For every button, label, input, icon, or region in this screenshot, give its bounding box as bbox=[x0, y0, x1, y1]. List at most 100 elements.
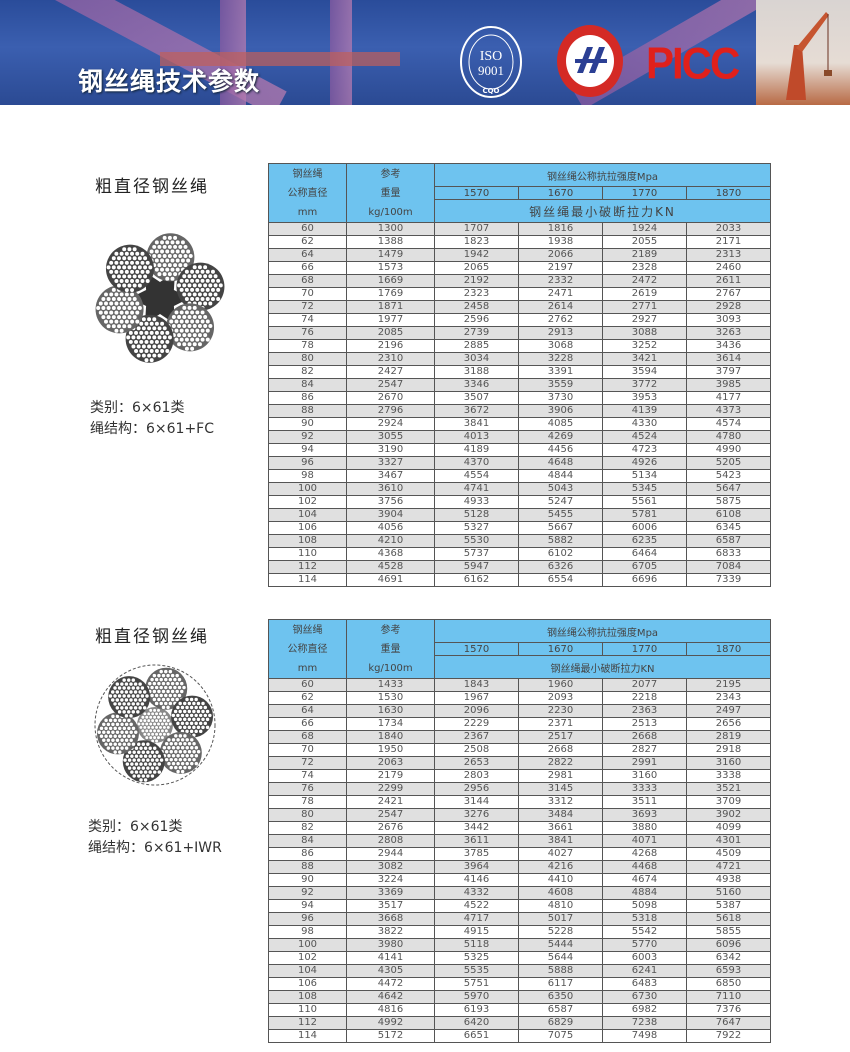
table-cell: 3088 bbox=[602, 326, 687, 340]
table-cell: 6326 bbox=[518, 560, 603, 574]
table-cell: 2063 bbox=[346, 756, 435, 770]
table-row: 74 1977 2596 2762 2927 3093 bbox=[268, 313, 771, 327]
table-row: 84 2808 3611 3841 4071 4301 bbox=[268, 834, 771, 848]
table-cell: 3263 bbox=[686, 326, 771, 340]
table-cell: 2944 bbox=[346, 847, 435, 861]
table-cell: 2819 bbox=[686, 730, 771, 744]
table-cell: 1734 bbox=[346, 717, 435, 731]
table-cell: 2924 bbox=[346, 417, 435, 431]
table-cell: 6235 bbox=[602, 534, 687, 548]
table-cell: 1573 bbox=[346, 261, 435, 275]
table-cell: 6982 bbox=[602, 1003, 687, 1017]
table-cell: 2367 bbox=[434, 730, 519, 744]
table-row: 70 1950 2508 2668 2827 2918 bbox=[268, 743, 771, 757]
table-row: 108 4210 5530 5882 6235 6587 bbox=[268, 534, 771, 548]
table-cell: 4926 bbox=[602, 456, 687, 470]
table-cell: 4410 bbox=[518, 873, 603, 887]
table-row: 68 1840 2367 2517 2668 2819 bbox=[268, 730, 771, 744]
table-cell: 5247 bbox=[518, 495, 603, 509]
table-row: 106 4056 5327 5667 6006 6345 bbox=[268, 521, 771, 535]
table-cell: 2619 bbox=[602, 287, 687, 301]
table-cell: 80 bbox=[268, 352, 347, 366]
table-cell: 3756 bbox=[346, 495, 435, 509]
grade-header: 1770 bbox=[602, 186, 687, 200]
table-cell: 72 bbox=[268, 756, 347, 770]
table-cell: 2096 bbox=[434, 704, 519, 718]
table-cell: 2668 bbox=[518, 743, 603, 757]
table-cell: 6162 bbox=[434, 573, 519, 587]
table-cell: 3964 bbox=[434, 860, 519, 874]
grade-header: 1870 bbox=[686, 186, 771, 200]
table-cell: 4139 bbox=[602, 404, 687, 418]
table-cell: 1924 bbox=[602, 222, 687, 236]
table-cell: 3421 bbox=[602, 352, 687, 366]
rope-strand bbox=[125, 314, 174, 363]
table-cell: 2956 bbox=[434, 782, 519, 796]
rope-strand bbox=[105, 244, 154, 293]
table-cell: 3797 bbox=[686, 365, 771, 379]
table-cell: 1823 bbox=[434, 235, 519, 249]
table-cell: 3902 bbox=[686, 808, 771, 822]
table-row: 86 2944 3785 4027 4268 4509 bbox=[268, 847, 771, 861]
table-row: 80 2547 3276 3484 3693 3902 bbox=[268, 808, 771, 822]
table-row: 108 4642 5970 6350 6730 7110 bbox=[268, 990, 771, 1004]
table-cell: 5455 bbox=[518, 508, 603, 522]
table-cell: 4642 bbox=[346, 990, 435, 1004]
header-text: 参考 bbox=[380, 624, 401, 636]
table-row: 70 1769 2323 2471 2619 2767 bbox=[268, 287, 771, 301]
table-cell: 3880 bbox=[602, 821, 687, 835]
header-text: 公称直径 bbox=[287, 643, 328, 655]
table-cell: 1871 bbox=[346, 300, 435, 314]
table-cell: 3093 bbox=[686, 313, 771, 327]
table-cell: 5128 bbox=[434, 508, 519, 522]
table-cell: 4085 bbox=[518, 417, 603, 431]
fiber-core bbox=[130, 272, 190, 324]
table-cell: 108 bbox=[268, 534, 347, 548]
table-cell: 2771 bbox=[602, 300, 687, 314]
table-row: 60 1433 1843 1960 2077 2195 bbox=[268, 678, 771, 692]
rope-strand bbox=[146, 233, 195, 282]
table-cell: 6483 bbox=[602, 977, 687, 991]
table-cell: 4992 bbox=[346, 1016, 435, 1030]
table-cell: 2077 bbox=[602, 678, 687, 692]
table-cell: 5947 bbox=[434, 560, 519, 574]
table-cell: 7084 bbox=[686, 560, 771, 574]
table-cell: 2066 bbox=[518, 248, 603, 262]
table-row: 62 1530 1967 2093 2218 2343 bbox=[268, 691, 771, 705]
table-cell: 2668 bbox=[602, 730, 687, 744]
table-cell: 3904 bbox=[346, 508, 435, 522]
table-cell: 4990 bbox=[686, 443, 771, 457]
section-title: 粗直径钢丝绳 bbox=[95, 177, 209, 197]
table-cell: 4574 bbox=[686, 417, 771, 431]
rope-outline bbox=[94, 664, 216, 786]
table-row: 102 4141 5325 5644 6003 6342 bbox=[268, 951, 771, 965]
table-cell: 2670 bbox=[346, 391, 435, 405]
table-cell: 1530 bbox=[346, 691, 435, 705]
table-cell: 2195 bbox=[686, 678, 771, 692]
table-cell: 114 bbox=[268, 573, 347, 587]
table-cell: 3484 bbox=[518, 808, 603, 822]
table-cell: 88 bbox=[268, 404, 347, 418]
table-cell: 5318 bbox=[602, 912, 687, 926]
table-cell: 74 bbox=[268, 313, 347, 327]
table-row: 88 2796 3672 3906 4139 4373 bbox=[268, 404, 771, 418]
strength-header: 钢丝绳公称抗拉强度Mpa bbox=[434, 619, 771, 643]
table-cell: 4915 bbox=[434, 925, 519, 939]
table-cell: 2179 bbox=[346, 769, 435, 783]
header-text: mm bbox=[297, 206, 318, 218]
table-cell: 6850 bbox=[686, 977, 771, 991]
table-cell: 3333 bbox=[602, 782, 687, 796]
table-row: 96 3668 4717 5017 5318 5618 bbox=[268, 912, 771, 926]
table-row: 110 4816 6193 6587 6982 7376 bbox=[268, 1003, 771, 1017]
table-cell: 3661 bbox=[518, 821, 603, 835]
table-cell: 4810 bbox=[518, 899, 603, 913]
table-cell: 5667 bbox=[518, 521, 603, 535]
table-cell: 6003 bbox=[602, 951, 687, 965]
rope-strand bbox=[108, 676, 151, 719]
table-cell: 84 bbox=[268, 834, 347, 848]
table-cell: 3391 bbox=[518, 365, 603, 379]
rope-category: 类别：6×61类 bbox=[90, 400, 185, 416]
table-cell: 5160 bbox=[686, 886, 771, 900]
table-cell: 2332 bbox=[518, 274, 603, 288]
table-row: 88 3082 3964 4216 4468 4721 bbox=[268, 860, 771, 874]
